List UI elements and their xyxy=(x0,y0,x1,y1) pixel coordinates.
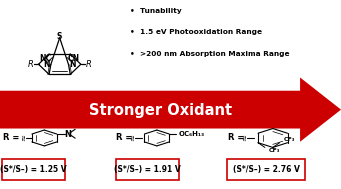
Text: CF₃: CF₃ xyxy=(269,148,280,153)
Text: •  1.5 eV Photooxidation Range: • 1.5 eV Photooxidation Range xyxy=(130,29,262,35)
Text: •  Tunability: • Tunability xyxy=(130,8,181,14)
Text: ≈: ≈ xyxy=(18,134,27,142)
Text: N: N xyxy=(64,129,71,139)
FancyBboxPatch shape xyxy=(2,159,65,180)
Polygon shape xyxy=(0,77,341,142)
Text: R =: R = xyxy=(228,133,245,143)
FancyBboxPatch shape xyxy=(227,159,305,180)
Text: •  >200 nm Absorption Maxima Range: • >200 nm Absorption Maxima Range xyxy=(130,51,289,57)
Text: R =: R = xyxy=(3,133,20,143)
Text: NC: NC xyxy=(40,54,52,63)
Text: N: N xyxy=(69,60,76,69)
Text: (S*/S–) = 2.76 V: (S*/S–) = 2.76 V xyxy=(233,165,299,174)
Text: (S*/S–) = 1.25 V: (S*/S–) = 1.25 V xyxy=(0,165,66,174)
Text: R: R xyxy=(85,60,91,69)
Text: CN: CN xyxy=(68,54,80,63)
Text: S: S xyxy=(57,32,62,41)
Text: (S*/S–) = 1.91 V: (S*/S–) = 1.91 V xyxy=(114,165,181,174)
Text: Stronger Oxidant: Stronger Oxidant xyxy=(89,103,232,118)
Text: OC₆H₁₃: OC₆H₁₃ xyxy=(178,131,205,137)
Text: ≈: ≈ xyxy=(239,134,248,142)
Text: R =: R = xyxy=(116,133,132,143)
Text: N: N xyxy=(43,60,50,69)
Text: R: R xyxy=(28,60,34,69)
FancyBboxPatch shape xyxy=(116,159,179,180)
Text: ≈: ≈ xyxy=(127,134,136,142)
Text: CF₃: CF₃ xyxy=(284,137,295,142)
